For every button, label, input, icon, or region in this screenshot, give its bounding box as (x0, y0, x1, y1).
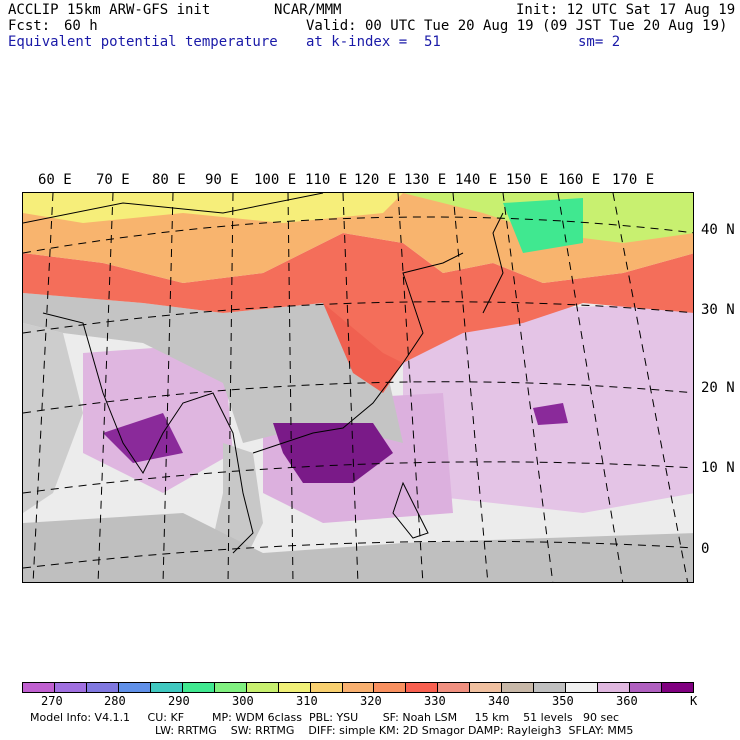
model-title: ACCLIP 15km ARW-GFS init (8, 2, 211, 18)
colorbar-swatch (374, 683, 407, 692)
valid-time: Valid: 00 UTC Tue 20 Aug 19 (09 JST Tue … (306, 18, 728, 34)
colorbar-swatch (310, 683, 343, 692)
lon-label: 90 E (205, 172, 239, 188)
theta-e-map (22, 192, 694, 583)
colorbar-label: 280 (104, 694, 126, 708)
grey-region (23, 293, 403, 443)
colorbar-label: 320 (360, 694, 382, 708)
lon-label: 160 E (558, 172, 601, 188)
level-index: at k-index = 51 (306, 34, 441, 50)
forecast-label: Fcst: (8, 18, 51, 34)
colorbar-label: 290 (168, 694, 190, 708)
grey-region-bottom (23, 513, 693, 582)
colorbar-swatch (406, 683, 439, 692)
lon-label: 110 E (305, 172, 348, 188)
lon-label: 140 E (455, 172, 498, 188)
colorbar-swatch (23, 683, 55, 692)
smoothing: sm= 2 (578, 34, 621, 50)
center-label: NCAR/MMM (274, 2, 342, 18)
colorbar-swatch (118, 683, 151, 692)
colorbar-swatch (566, 683, 599, 692)
lat-label: 10 N (701, 460, 735, 476)
colorbar-swatch (54, 683, 87, 692)
colorbar-swatch (182, 683, 215, 692)
colorbar (22, 682, 694, 693)
colorbar-swatch (86, 683, 119, 692)
colorbar-label: 350 (552, 694, 574, 708)
colorbar-swatch (150, 683, 183, 692)
colorbar-swatch (502, 683, 535, 692)
lat-label: 40 N (701, 222, 735, 238)
map-canvas (23, 193, 693, 582)
yellow-band (23, 193, 403, 223)
grey-region-west (23, 323, 83, 513)
lat-label: 30 N (701, 302, 735, 318)
colorbar-unit: K (690, 694, 698, 708)
colorbar-label: 270 (41, 694, 63, 708)
graticule (23, 193, 693, 582)
model-info-line: Model Info: V4.1.1 CU: KF MP: WDM 6class… (30, 711, 620, 724)
colorbar-swatch (662, 683, 694, 692)
init-time: Init: 12 UTC Sat 17 Aug 19 (516, 2, 736, 18)
green-patch (503, 198, 583, 253)
lon-label: 130 E (404, 172, 447, 188)
lon-label: 120 E (354, 172, 397, 188)
colorbar-swatch (342, 683, 375, 692)
colorbar-swatch (438, 683, 471, 692)
colorbar-label: 340 (488, 694, 510, 708)
colorbar-swatch (598, 683, 631, 692)
purple-core (103, 413, 183, 463)
lon-label: 100 E (254, 172, 297, 188)
colorbar-swatch (534, 683, 567, 692)
colorbar-swatch (278, 683, 311, 692)
purple-core (273, 423, 393, 483)
physics-info-line: LW: RRTMG SW: RRTMG DIFF: simple KM: 2D … (155, 724, 634, 737)
lat-label: 20 N (701, 380, 735, 396)
forecast-hour: 60 h (64, 18, 98, 34)
colorbar-label: 310 (296, 694, 318, 708)
coastlines (23, 193, 504, 554)
colorbar-label: 330 (424, 694, 446, 708)
lon-label: 150 E (506, 172, 549, 188)
purple-core (533, 403, 568, 425)
colorbar-swatch (246, 683, 279, 692)
colorbar-label: 300 (232, 694, 254, 708)
colorbar-swatch (214, 683, 247, 692)
lon-label: 70 E (96, 172, 130, 188)
lat-label: 0 (701, 541, 710, 557)
colorbar-label: 360 (616, 694, 638, 708)
lon-label: 170 E (612, 172, 655, 188)
lon-label: 80 E (152, 172, 186, 188)
colorbar-swatch (470, 683, 503, 692)
lon-label: 60 E (38, 172, 72, 188)
red-band (23, 233, 693, 363)
colorbar-swatch (630, 683, 663, 692)
red-tongue (323, 303, 403, 393)
field-name: Equivalent potential temperature (8, 34, 278, 50)
